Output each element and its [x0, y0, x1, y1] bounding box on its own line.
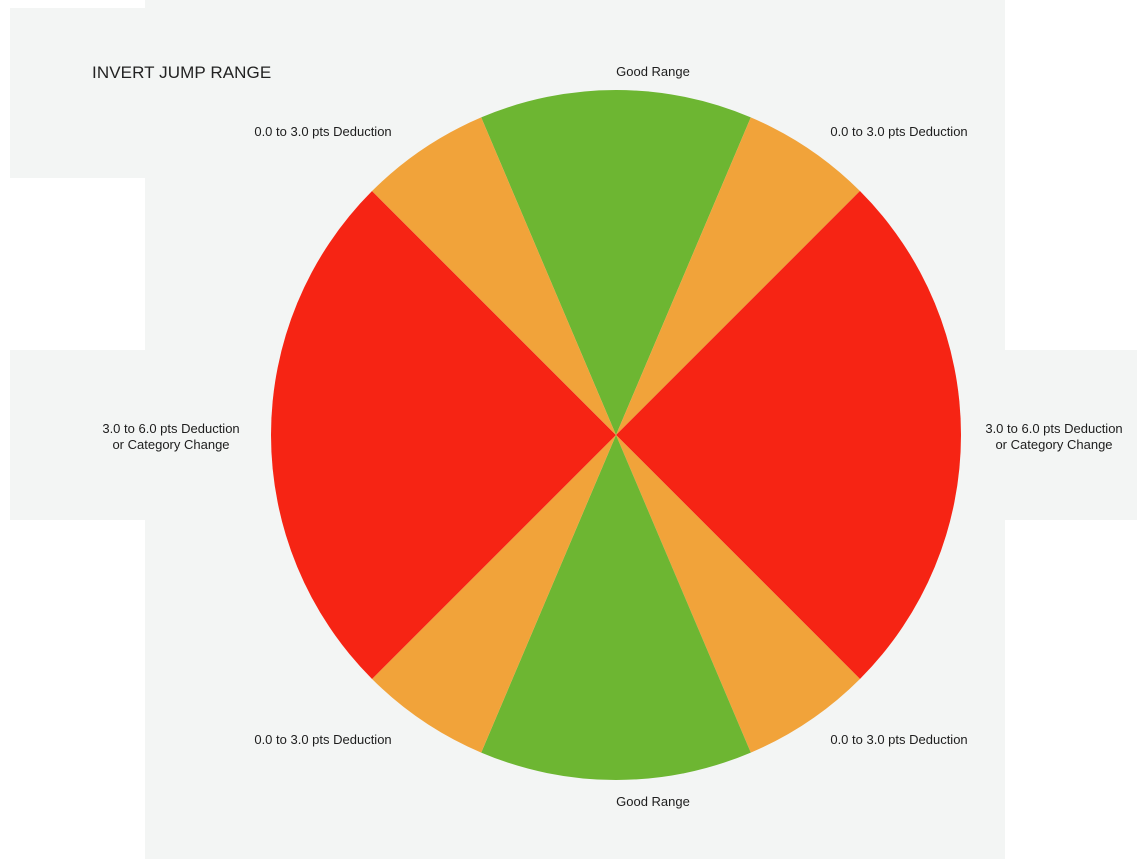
- label-right-major-line1: 3.0 to 6.0 pts Deduction: [985, 421, 1123, 436]
- wedge-bottom-right: [616, 435, 860, 753]
- label-top-right: 0.0 to 3.0 pts Deduction: [830, 124, 968, 139]
- label-bottom-good: Good Range: [616, 794, 690, 809]
- label-right-major-line2: or Category Change: [995, 437, 1113, 452]
- page-title: INVERT JUMP RANGE: [92, 63, 272, 82]
- wedge-top-left: [372, 117, 616, 436]
- wedge-top-good: [481, 90, 751, 435]
- background-left: [10, 350, 150, 520]
- label-right-major: 3.0 to 6.0 pts Deduction or Category Cha…: [985, 421, 1122, 453]
- label-bottom-left: 0.0 to 3.0 pts Deduction: [254, 732, 392, 747]
- label-bottom-right: 0.0 to 3.0 pts Deduction: [830, 732, 968, 747]
- wedge-right-major: [616, 191, 961, 679]
- wedge-bottom-good: [481, 435, 751, 780]
- label-left-major: 3.0 to 6.0 pts Deduction or Category Cha…: [102, 421, 239, 453]
- label-top-left: 0.0 to 3.0 pts Deduction: [254, 124, 392, 139]
- wedge-top-right: [616, 117, 860, 436]
- wedge-left-major: [271, 191, 616, 679]
- label-left-major-line2: or Category Change: [112, 437, 230, 452]
- label-left-major-line1: 3.0 to 6.0 pts Deduction: [102, 421, 240, 436]
- wedge-bottom-left: [372, 435, 616, 753]
- background-right: [1000, 350, 1137, 520]
- label-top-good: Good Range: [616, 64, 690, 79]
